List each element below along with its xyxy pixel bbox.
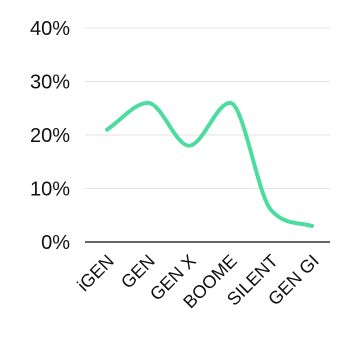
series-line	[105, 100, 314, 228]
data-point	[146, 101, 150, 105]
y-tick-label: 30%	[30, 72, 70, 94]
y-tick-label: 10%	[30, 179, 70, 201]
data-point	[187, 144, 191, 148]
data-point	[310, 224, 314, 228]
data-point	[228, 101, 232, 105]
gridlines	[85, 27, 330, 189]
y-axis-tick-labels: 0% 10% 20% 30% 40%	[30, 18, 70, 254]
x-tick-label: iGEN	[73, 251, 118, 296]
y-tick-label: 40%	[30, 18, 70, 40]
data-point	[105, 128, 109, 132]
y-tick-label: 20%	[30, 125, 70, 147]
series-layer	[105, 100, 314, 228]
y-tick-label: 0%	[41, 232, 70, 254]
data-point	[269, 208, 273, 212]
